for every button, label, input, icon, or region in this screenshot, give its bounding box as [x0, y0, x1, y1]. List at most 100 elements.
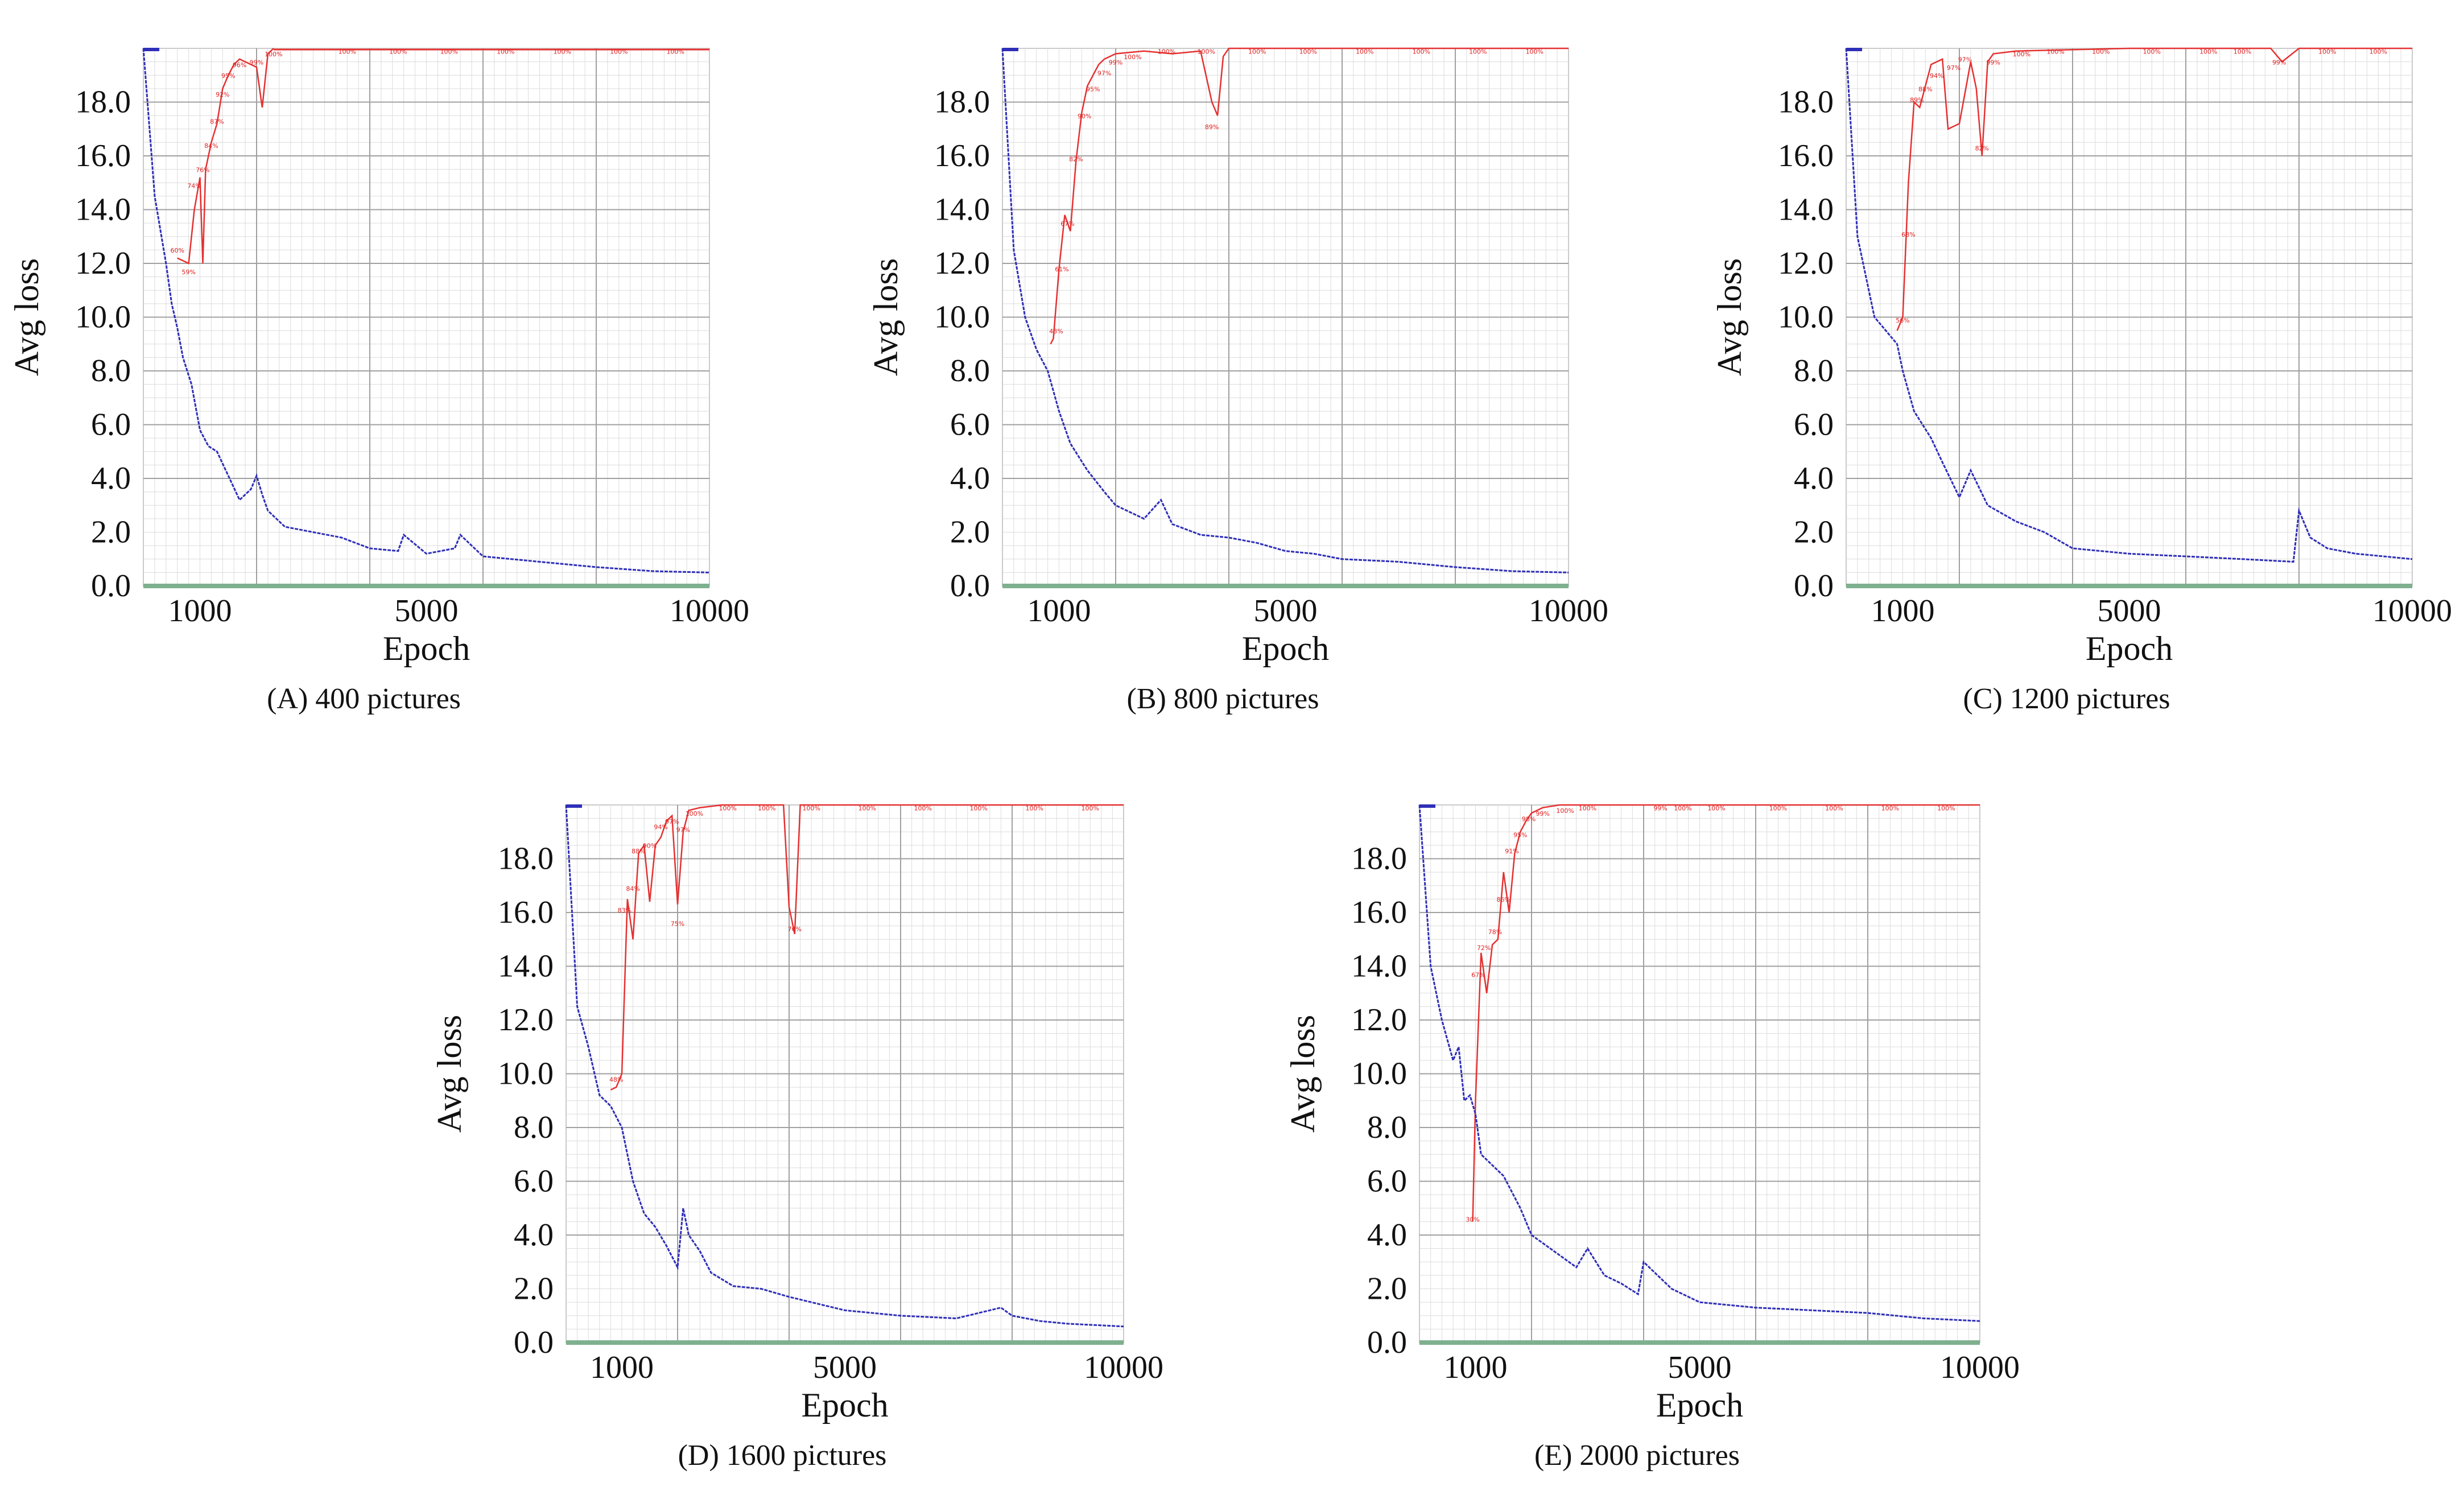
- accuracy-data-label: 100%: [858, 804, 876, 812]
- accuracy-data-label: 100%: [1356, 48, 1373, 55]
- x-tick-label: 5000: [2098, 593, 2161, 629]
- y-tick-label: 12.0: [75, 246, 131, 281]
- chart-panel-a: 60%59%74%76%84%87%92%95%96% 99%100% 100% 10…: [8, 48, 749, 715]
- y-tick-label: 8.0: [950, 353, 990, 389]
- y-tick-label: 14.0: [1351, 949, 1407, 984]
- accuracy-data-label: 95%: [1086, 86, 1100, 93]
- accuracy-data-label: 100%: [1674, 804, 1691, 812]
- y-tick-label: 10.0: [934, 300, 990, 335]
- x-axis-title: Epoch: [1242, 630, 1329, 667]
- accuracy-data-label: 87%: [210, 118, 224, 125]
- accuracy-data-label: 98%: [1522, 815, 1536, 823]
- y-tick-label: 16.0: [1351, 895, 1407, 930]
- y-tick-label: 0.0: [1367, 1325, 1407, 1360]
- accuracy-data-label: 84%: [626, 885, 639, 893]
- accuracy-data-label: 99%: [1109, 59, 1122, 66]
- x-axis-bar: [566, 1340, 1124, 1345]
- y-tick-label: 4.0: [91, 461, 131, 496]
- accuracy-data-label: 90%: [643, 843, 657, 850]
- x-tick-label: 10000: [670, 593, 749, 629]
- accuracy-data-label: 84%: [204, 142, 218, 150]
- accuracy-data-label: 100%: [1158, 48, 1175, 55]
- y-tick-label: 14.0: [934, 192, 990, 228]
- accuracy-data-label: 100%: [1526, 48, 1543, 55]
- x-axis-bar: [1419, 1340, 1980, 1345]
- accuracy-data-label: 99%: [2272, 59, 2286, 66]
- y-tick-label: 0.0: [91, 568, 131, 604]
- y-tick-label: 18.0: [934, 85, 990, 120]
- accuracy-data-label: 100%: [265, 51, 282, 58]
- y-tick-label: 8.0: [514, 1110, 554, 1145]
- accuracy-data-label: 100%: [1299, 48, 1317, 55]
- x-tick-label: 1000: [168, 593, 232, 629]
- accuracy-data-label: 100%: [2092, 48, 2110, 55]
- x-tick-label: 1000: [1027, 593, 1091, 629]
- accuracy-data-label: 100%: [1413, 48, 1430, 55]
- x-axis-title: Epoch: [2086, 630, 2173, 667]
- avg-loss-line: [142, 48, 710, 573]
- accuracy-data-label: 96%: [233, 61, 246, 69]
- accuracy-data-label: 97%: [1097, 69, 1111, 77]
- y-tick-label: 16.0: [75, 138, 131, 174]
- y-tick-label: 18.0: [498, 841, 554, 877]
- y-tick-label: 8.0: [1367, 1110, 1407, 1145]
- y-tick-label: 18.0: [75, 85, 131, 120]
- accuracy-data-label: 100%: [1025, 804, 1043, 812]
- accuracy-data-label: 100%: [2013, 51, 2030, 58]
- accuracy-data-label: 100%: [969, 804, 987, 812]
- accuracy-data-label: 100%: [914, 804, 931, 812]
- y-tick-label: 10.0: [498, 1056, 554, 1092]
- accuracy-data-label: 100%: [2199, 48, 2217, 55]
- accuracy-line: [1472, 804, 1980, 1222]
- chart-panel-c: 56% 68% 89% 88% 94% 97%97% 82% 99% 100% 100% 100% 1…: [1711, 47, 2452, 715]
- accuracy-data-label: 95%: [221, 72, 235, 80]
- accuracy-data-label: 56%: [1896, 317, 1909, 324]
- avg-loss-line: [1001, 48, 1569, 573]
- accuracy-data-label: 100%: [1825, 804, 1843, 812]
- accuracy-line: [610, 804, 1124, 1091]
- y-tick-label: 14.0: [498, 949, 554, 984]
- accuracy-data-label: 97%: [676, 826, 690, 833]
- x-axis-bar: [143, 584, 709, 588]
- accuracy-data-label: 72%: [1477, 944, 1491, 952]
- y-tick-label: 6.0: [1367, 1164, 1407, 1199]
- panel-caption: (E) 2000 pictures: [1534, 1439, 1740, 1472]
- accuracy-data-label: 100%: [1469, 48, 1487, 55]
- y-tick-label: 6.0: [91, 407, 131, 443]
- y-tick-label: 0.0: [1794, 568, 1834, 604]
- accuracy-line: [177, 48, 274, 265]
- accuracy-line: [1896, 47, 2412, 331]
- accuracy-data-label: 97%: [1947, 64, 1961, 72]
- y-tick-label: 2.0: [1794, 515, 1834, 550]
- accuracy-data-label: 100%: [2318, 48, 2336, 55]
- y-tick-label: 4.0: [1367, 1217, 1407, 1253]
- accuracy-data-label: 100%: [2370, 48, 2387, 55]
- x-tick-label: 10000: [1084, 1350, 1163, 1385]
- y-tick-label: 10.0: [75, 300, 131, 335]
- accuracy-data-label: 89%: [1910, 97, 1924, 104]
- accuracy-data-label: 100%: [440, 48, 458, 55]
- accuracy-data-label: 76%: [788, 926, 802, 933]
- x-axis-title: Epoch: [383, 630, 470, 667]
- y-tick-label: 16.0: [1778, 138, 1834, 174]
- x-tick-label: 10000: [1940, 1350, 2020, 1385]
- avg-loss-line: [1418, 804, 1980, 1322]
- accuracy-data-label: 100%: [758, 804, 775, 812]
- y-tick-label: 12.0: [934, 246, 990, 281]
- accuracy-data-label: 94%: [1930, 72, 1943, 80]
- y-axis-title: Avg loss: [431, 1015, 468, 1133]
- accuracy-data-label: 91%: [1505, 848, 1518, 855]
- major-grid: [1419, 805, 1980, 1343]
- accuracy-data-label: 97%: [1958, 56, 1972, 64]
- y-tick-label: 6.0: [950, 407, 990, 443]
- y-tick-label: 12.0: [1778, 246, 1834, 281]
- y-tick-label: 14.0: [75, 192, 131, 228]
- accuracy-data-label: 99%: [1536, 810, 1549, 817]
- accuracy-data-label: 67%: [1060, 220, 1074, 228]
- chart-panel-b: 43%61%67%82%90%95%97%99%100%100% 100%89%1…: [867, 47, 1608, 715]
- x-tick-label: 5000: [1254, 593, 1318, 629]
- y-tick-label: 0.0: [950, 568, 990, 604]
- y-tick-label: 16.0: [498, 895, 554, 930]
- y-tick-label: 4.0: [1794, 461, 1834, 496]
- y-tick-label: 8.0: [1794, 353, 1834, 389]
